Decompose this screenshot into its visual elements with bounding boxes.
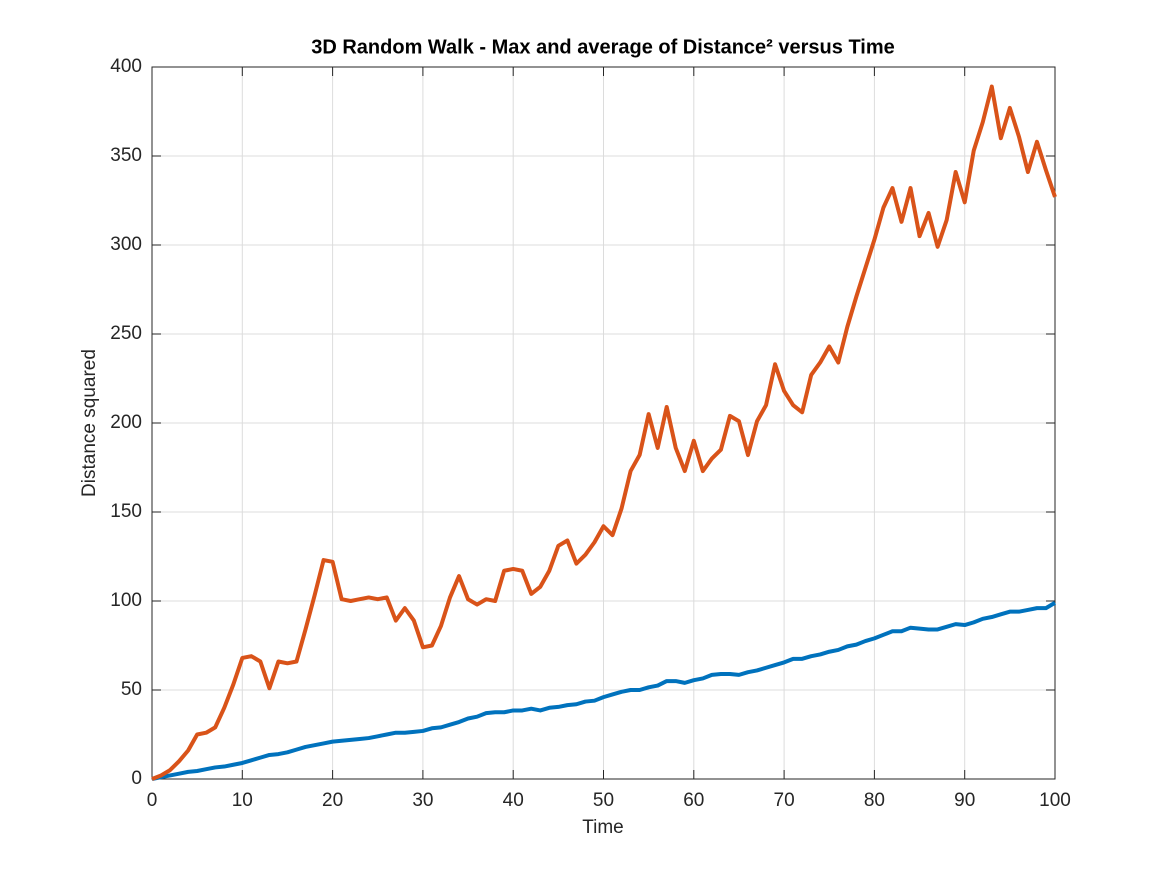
x-tick-label: 30 <box>412 790 433 811</box>
y-tick-label: 150 <box>110 501 142 522</box>
y-tick-label: 50 <box>121 679 142 700</box>
x-tick-label: 10 <box>232 790 253 811</box>
y-tick-label: 0 <box>131 768 142 789</box>
plot-frame <box>151 66 1056 780</box>
x-tick-label: 60 <box>683 790 704 811</box>
y-tick-label: 250 <box>110 323 142 344</box>
x-tick-label: 70 <box>774 790 795 811</box>
x-tick-label: 50 <box>593 790 614 811</box>
x-tick-label: 100 <box>1039 790 1071 811</box>
y-axis-label: Distance squared <box>79 349 100 497</box>
y-tick-label: 300 <box>110 234 142 255</box>
x-tick-label: 40 <box>503 790 524 811</box>
y-tick-label: 350 <box>110 145 142 166</box>
x-tick-label: 20 <box>322 790 343 811</box>
data-line <box>151 84 1057 781</box>
chart-title: 3D Random Walk - Max and average of Dist… <box>311 36 895 58</box>
x-tick-label: 80 <box>864 790 885 811</box>
x-tick-label: 90 <box>954 790 975 811</box>
y-tick-label: 200 <box>110 412 142 433</box>
data-line <box>151 601 1057 781</box>
x-axis-label: Time <box>582 817 624 838</box>
y-tick-label: 100 <box>110 590 142 611</box>
x-tick-label: 0 <box>147 790 158 811</box>
y-tick-label: 400 <box>110 56 142 77</box>
